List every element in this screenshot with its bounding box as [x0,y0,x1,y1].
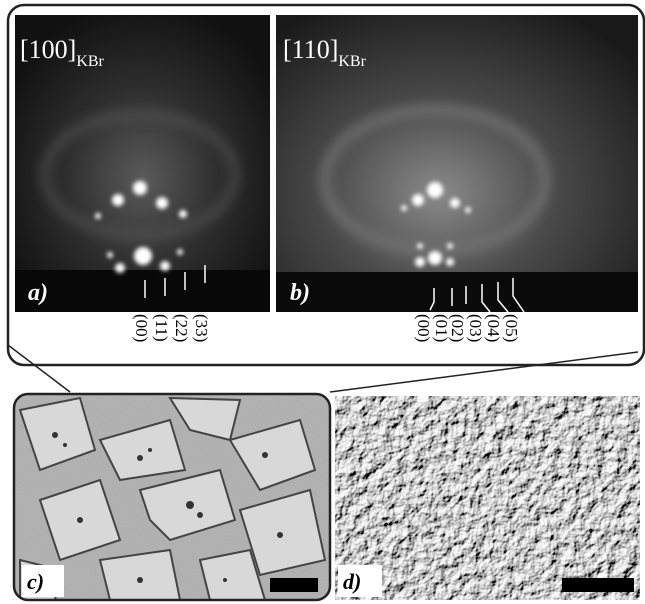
zone-text: [110] [283,35,338,64]
spot-label: (04) [484,314,503,342]
panel-label: b) [290,280,310,306]
spot-label: (33) [192,314,211,342]
spot-label: (02) [448,314,467,342]
spot-label: (05) [502,314,521,342]
figure: [100]KBr a) [110]KBr b) (00)(11)(22)(33)… [0,0,645,604]
spot-labels: (00)(11)(22)(33)(00)(01)(02)(03)(04)(05) [132,314,521,342]
zone-subscript: KBr [76,53,104,70]
zone-subscript: KBr [338,53,366,70]
spot-label: (11) [152,314,171,342]
spot-label: (00) [414,314,433,342]
spot-label: (00) [132,314,151,342]
connector [330,352,638,392]
zone-text: [100] [20,35,76,64]
spot-label: (03) [466,314,485,342]
panel-label: d) [343,569,361,594]
panel-label: a) [28,280,48,306]
panel-label: c) [27,569,44,594]
connector [8,345,70,392]
spot-label: (22) [172,314,191,342]
